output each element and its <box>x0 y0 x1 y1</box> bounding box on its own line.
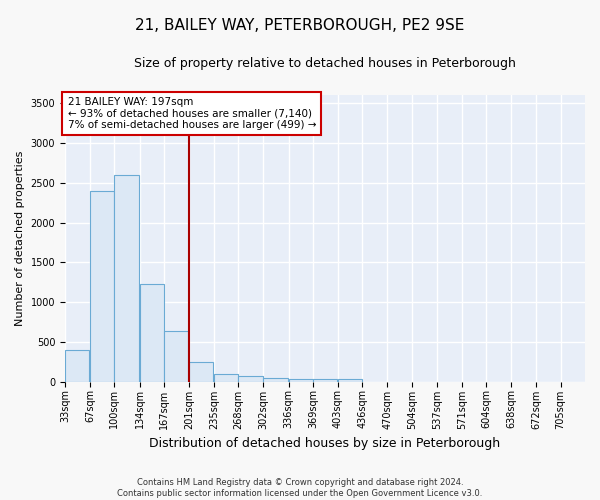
Bar <box>313 380 337 382</box>
X-axis label: Distribution of detached houses by size in Peterborough: Distribution of detached houses by size … <box>149 437 500 450</box>
Text: 21 BAILEY WAY: 197sqm
← 93% of detached houses are smaller (7,140)
7% of semi-de: 21 BAILEY WAY: 197sqm ← 93% of detached … <box>68 96 316 130</box>
Text: Contains HM Land Registry data © Crown copyright and database right 2024.
Contai: Contains HM Land Registry data © Crown c… <box>118 478 482 498</box>
Bar <box>90 190 115 382</box>
Bar <box>214 374 238 382</box>
Title: Size of property relative to detached houses in Peterborough: Size of property relative to detached ho… <box>134 58 516 70</box>
Bar <box>115 175 139 382</box>
Bar <box>289 380 313 382</box>
Text: 21, BAILEY WAY, PETERBOROUGH, PE2 9SE: 21, BAILEY WAY, PETERBOROUGH, PE2 9SE <box>136 18 464 32</box>
Y-axis label: Number of detached properties: Number of detached properties <box>15 151 25 326</box>
Bar <box>263 378 288 382</box>
Bar <box>189 362 213 382</box>
Bar <box>338 380 362 382</box>
Bar <box>238 376 263 382</box>
Bar <box>140 284 164 382</box>
Bar <box>65 350 89 382</box>
Bar <box>164 330 188 382</box>
